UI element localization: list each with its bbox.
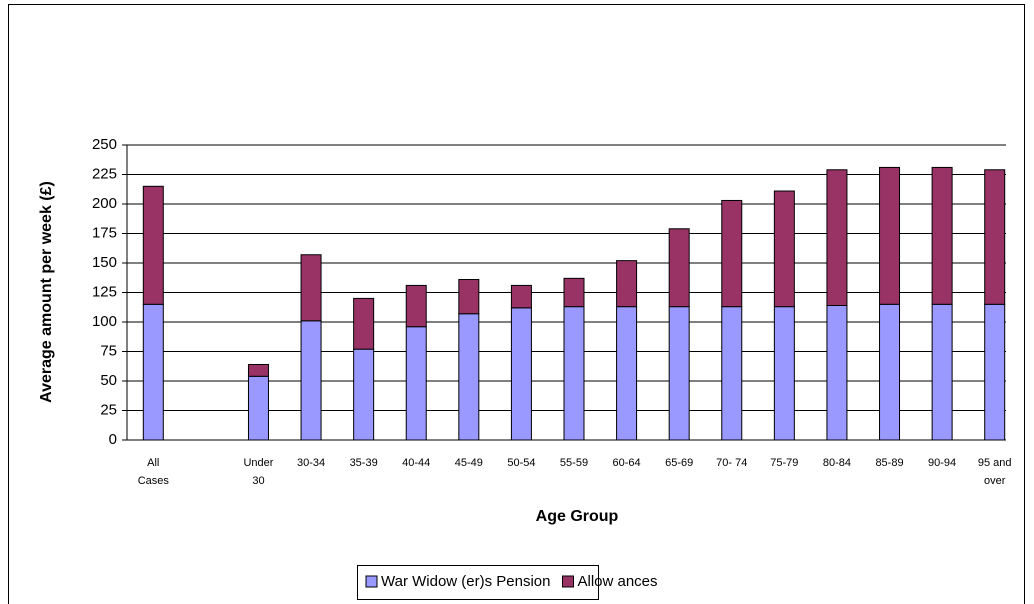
bar-segment [247,375,269,441]
bar-segment [300,320,322,441]
x-tick-label: 70- 74 [716,457,748,469]
y-tick-label: 200 [92,195,117,212]
y-tick-label: 125 [92,283,117,300]
bar-segment [879,166,901,305]
bar-segment [984,303,1006,441]
y-tick-label: 100 [92,313,117,330]
y-axis-title: Average amount per week (£) [38,181,55,403]
legend-label: War Widow (er)s Pension [381,573,550,590]
bar-segment [563,277,585,308]
bar-segment [458,313,480,441]
bar-segment [405,284,427,328]
x-tick-label: 40-44 [402,457,431,469]
bar-segment [984,169,1006,305]
x-tick-label: Under 30 [243,457,274,487]
bar-segment [931,166,953,305]
x-tick-label: 60-64 [612,457,641,469]
x-tick-label: 95 and over [977,457,1012,487]
x-tick-label: 75-79 [770,457,799,469]
bar-segment [142,303,164,441]
bar-segment [721,199,743,308]
bar-segment [142,185,164,305]
x-tick-label: 35-39 [349,457,378,469]
x-tick-label: 55-59 [559,457,589,469]
y-tick-label: 25 [100,401,117,418]
x-tick-label: 65-69 [665,457,694,469]
legend-swatch [365,575,378,588]
bar-segment [405,326,427,441]
x-tick-label: 45-49 [454,457,483,469]
y-tick-label: 175 [92,224,117,241]
bar-segment [931,303,953,441]
bar-segment [773,306,795,441]
y-tick-label: 75 [100,342,117,359]
bar-segment [510,307,532,441]
y-tick-label: 150 [92,254,117,271]
x-axis-title: Age Group [536,508,619,525]
y-tick-label: 0 [109,431,117,448]
bar-segment [721,306,743,441]
bar-segment [510,284,532,309]
bar-segment [616,260,638,308]
x-tick-label: 30-34 [296,457,326,469]
legend-label: Allow ances [577,573,657,590]
bar-segment [458,279,480,315]
bar-segment [668,228,690,308]
bar-segment [563,306,585,441]
legend-swatch [561,575,574,588]
x-tick-label: 50-54 [507,457,536,469]
bar-segment [826,169,848,306]
x-tick-label: 85-89 [875,457,904,469]
bar-segment [773,190,795,308]
bar-segment [879,303,901,441]
bar-segment [247,363,269,377]
x-tick-label: 90-94 [928,457,957,469]
y-tick-label: 50 [100,372,117,389]
y-tick-label: 225 [92,165,117,182]
y-tick-label: 250 [92,136,117,153]
bar-segment [300,254,322,322]
x-tick-label: All Cases [137,457,169,487]
bar-segment [353,348,375,441]
bar-segment [353,297,375,350]
bar-segment [616,306,638,441]
legend-box [357,565,599,600]
bar-segment [668,306,690,441]
bar-segment [826,304,848,441]
x-tick-label: 80-84 [822,457,851,469]
